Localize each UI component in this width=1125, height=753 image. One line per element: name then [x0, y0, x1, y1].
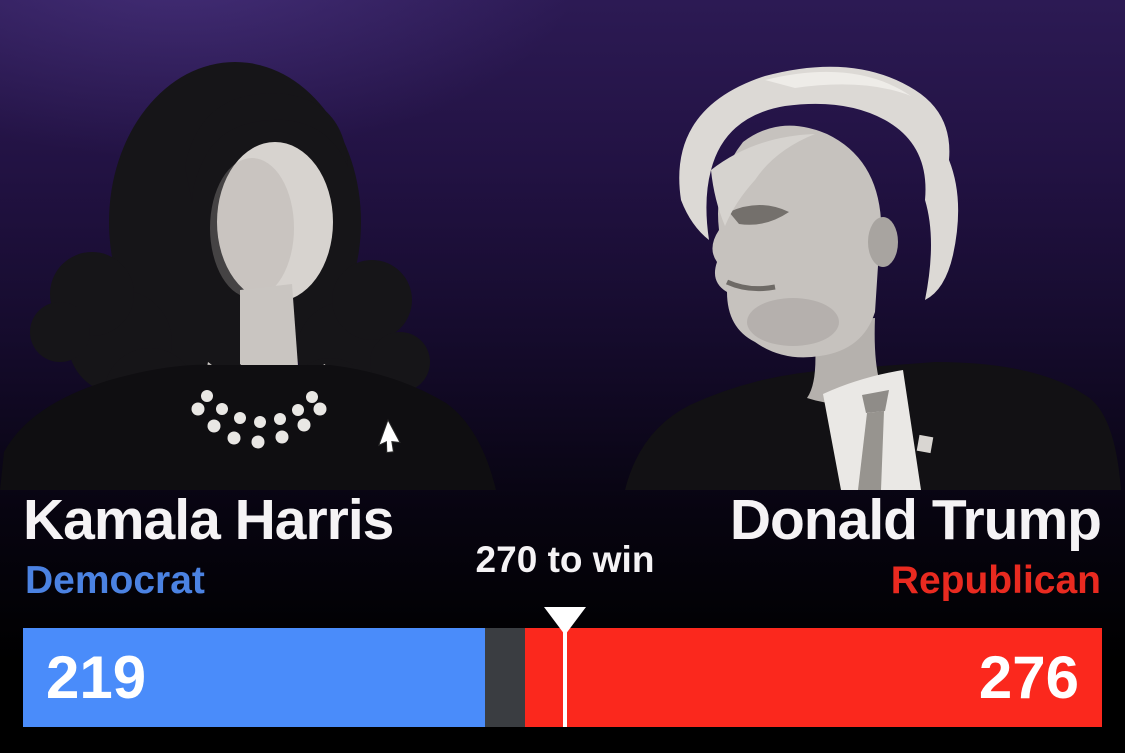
republican-vote-count: 276 — [978, 643, 1079, 711]
electoral-votes-bar-track: 219 276 — [23, 607, 1102, 727]
democrat-vote-count: 219 — [46, 643, 147, 711]
pearl-necklace — [191, 390, 327, 449]
mouse-cursor-icon — [377, 418, 401, 454]
kamala-harris-photo — [0, 62, 496, 490]
target-marker-line — [562, 628, 567, 727]
flag-lapel-pin — [916, 434, 934, 454]
donald-trump-photo — [625, 66, 1121, 490]
candidate-party-left: Democrat — [25, 559, 205, 602]
candidate-name-right: Donald Trump — [729, 488, 1102, 552]
republican-bar-fill: 276 — [525, 628, 1102, 727]
candidate-name-left: Kamala Harris — [23, 488, 394, 552]
democrat-bar-fill: 219 — [23, 628, 486, 727]
target-to-win-label: 270 to win — [475, 539, 655, 580]
candidate-party-right: Republican — [890, 559, 1101, 602]
